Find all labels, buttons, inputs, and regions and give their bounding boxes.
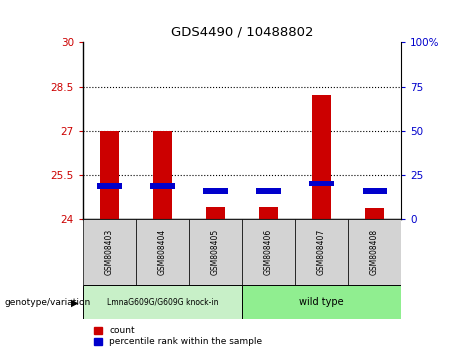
- Text: GSM808408: GSM808408: [370, 229, 379, 275]
- Bar: [153, 131, 172, 219]
- Bar: [365, 208, 384, 219]
- FancyBboxPatch shape: [242, 219, 295, 285]
- FancyBboxPatch shape: [189, 219, 242, 285]
- Bar: [203, 188, 228, 194]
- Text: GSM808403: GSM808403: [105, 229, 114, 275]
- Text: wild type: wild type: [299, 297, 344, 307]
- Text: genotype/variation: genotype/variation: [5, 298, 91, 307]
- Text: GSM808407: GSM808407: [317, 229, 326, 275]
- Text: GSM808404: GSM808404: [158, 229, 167, 275]
- Bar: [256, 188, 281, 194]
- Legend: count, percentile rank within the sample: count, percentile rank within the sample: [94, 326, 262, 346]
- Bar: [312, 95, 331, 219]
- Title: GDS4490 / 10488802: GDS4490 / 10488802: [171, 25, 313, 39]
- Bar: [259, 207, 278, 219]
- FancyBboxPatch shape: [348, 219, 401, 285]
- FancyBboxPatch shape: [136, 219, 189, 285]
- Bar: [309, 181, 334, 187]
- Text: GSM808406: GSM808406: [264, 229, 273, 275]
- FancyBboxPatch shape: [83, 285, 242, 319]
- FancyBboxPatch shape: [242, 285, 401, 319]
- Bar: [362, 188, 387, 194]
- Bar: [150, 183, 175, 189]
- Text: GSM808405: GSM808405: [211, 229, 220, 275]
- Bar: [97, 183, 122, 189]
- Bar: [206, 207, 225, 219]
- Text: ▶: ▶: [71, 298, 79, 308]
- FancyBboxPatch shape: [295, 219, 348, 285]
- Bar: [100, 131, 119, 219]
- FancyBboxPatch shape: [83, 219, 136, 285]
- Text: LmnaG609G/G609G knock-in: LmnaG609G/G609G knock-in: [107, 297, 218, 306]
